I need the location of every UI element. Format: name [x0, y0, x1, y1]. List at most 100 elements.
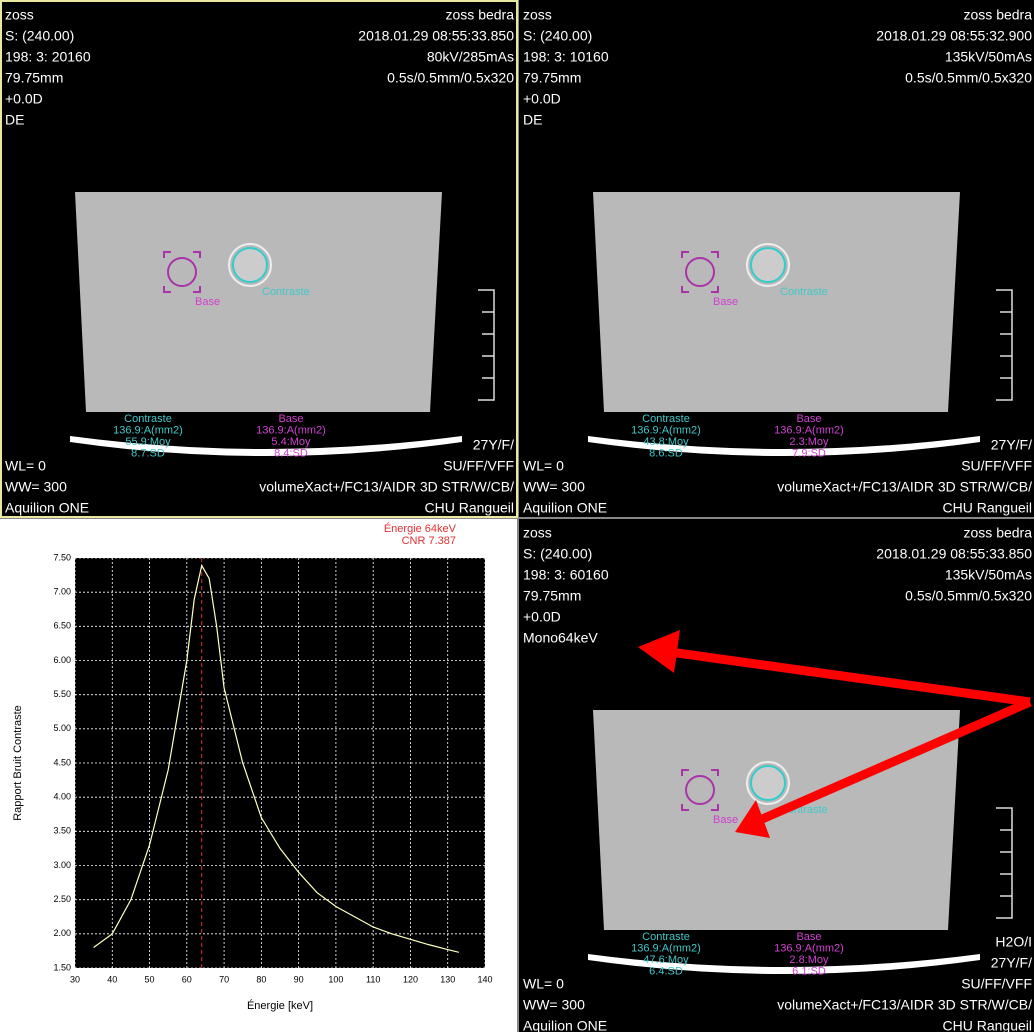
roi-label: Contraste: [780, 286, 828, 298]
roi-contraste: [751, 766, 785, 800]
info-text: volumeXact+/FC13/AIDR 3D STR/W/CB/: [777, 479, 1032, 495]
info-text: Mono64keV: [523, 630, 598, 646]
y-axis-label: Rapport Bruit Contraste: [12, 705, 24, 821]
info-text: zoss: [5, 7, 34, 23]
info-text: zoss bedra: [964, 7, 1033, 23]
info-text: 135kV/50mAs: [945, 49, 1032, 65]
y-tick-label: 2.00: [53, 928, 71, 938]
x-tick-label: 40: [107, 974, 117, 984]
info-text: 79.75mm: [5, 70, 63, 86]
info-text: S: (240.00): [523, 546, 592, 562]
info-text: 27Y/F/: [991, 955, 1032, 971]
annotation: Énergie 64keV: [384, 522, 457, 535]
info-text: SU/FF/VFF: [961, 976, 1032, 992]
roi-stat: Contraste: [642, 413, 690, 425]
info-text: Aquilion ONE: [523, 500, 607, 516]
info-text: 198: 3: 10160: [523, 49, 609, 65]
info-text: +0.0D: [523, 91, 561, 107]
y-tick-label: 5.50: [53, 689, 71, 699]
roi-stat: 5.4:Moy: [271, 436, 311, 448]
y-tick-label: 5.00: [53, 723, 71, 733]
x-tick-label: 50: [145, 974, 155, 984]
annotation: CNR 7.387: [402, 535, 456, 547]
roi-stat: 55.9:Moy: [125, 436, 171, 448]
y-tick-label: 4.50: [53, 757, 71, 767]
phantom: [593, 710, 960, 930]
info-text: 0.5s/0.5mm/0.5x320: [387, 70, 514, 86]
info-text: +0.0D: [523, 609, 561, 625]
info-text: CHU Rangueil: [943, 500, 1032, 516]
info-text: volumeXact+/FC13/AIDR 3D STR/W/CB/: [259, 479, 514, 495]
info-text: volumeXact+/FC13/AIDR 3D STR/W/CB/: [777, 997, 1032, 1013]
info-text: 0.5s/0.5mm/0.5x320: [905, 70, 1032, 86]
info-text: Aquilion ONE: [5, 500, 89, 516]
roi-stat: 6.1:SD: [792, 965, 826, 977]
x-tick-label: 30: [70, 974, 80, 984]
info-text: zoss: [523, 525, 552, 541]
roi-stat: 47.6:Moy: [643, 954, 689, 966]
roi-stat: Base: [796, 931, 821, 943]
info-text: zoss bedra: [964, 525, 1033, 541]
x-tick-label: 80: [256, 974, 266, 984]
roi-stat: 8.7:SD: [131, 447, 165, 459]
info-text: SU/FF/VFF: [961, 458, 1032, 474]
info-text: Aquilion ONE: [523, 1018, 607, 1032]
roi-stat: 136.9:A(mm2): [774, 942, 844, 954]
roi-stat: Base: [796, 413, 821, 425]
x-tick-label: 90: [294, 974, 304, 984]
info-text: 135kV/50mAs: [945, 567, 1032, 583]
x-tick-label: 130: [440, 974, 455, 984]
x-tick-label: 60: [182, 974, 192, 984]
roi-stat: 6.4:SD: [649, 965, 683, 977]
roi-stat: 2.8:Moy: [789, 954, 829, 966]
y-tick-label: 3.00: [53, 860, 71, 870]
roi-stat: 136.9:A(mm2): [631, 424, 701, 436]
roi-contraste: [233, 248, 267, 282]
y-tick-label: 6.50: [53, 621, 71, 631]
info-text: WW= 300: [523, 997, 585, 1013]
roi-stat: 8.6:SD: [649, 447, 683, 459]
y-tick-label: 6.00: [53, 655, 71, 665]
phantom: [593, 192, 960, 412]
roi-stat: 43.8:Moy: [643, 436, 689, 448]
info-text: 79.75mm: [523, 588, 581, 604]
roi-contraste: [751, 248, 785, 282]
info-text: WL= 0: [523, 976, 564, 992]
roi-stat: 8.4:SD: [274, 447, 308, 459]
y-tick-label: 2.50: [53, 894, 71, 904]
roi-stat: 7.9:SD: [792, 447, 826, 459]
roi-stat: Base: [278, 413, 303, 425]
info-text: WW= 300: [523, 479, 585, 495]
roi-label: Base: [713, 814, 738, 826]
roi-stat: 136.9:A(mm2): [256, 424, 326, 436]
info-text: CHU Rangueil: [425, 500, 514, 516]
phantom: [75, 192, 442, 412]
info-text: 2018.01.29 08:55:33.850: [358, 28, 514, 44]
info-text: WL= 0: [5, 458, 46, 474]
x-tick-label: 110: [366, 974, 380, 984]
y-tick-label: 3.50: [53, 826, 71, 836]
info-text: 198: 3: 20160: [5, 49, 91, 65]
x-tick-label: 100: [328, 974, 343, 984]
roi-stat: 136.9:A(mm2): [631, 942, 701, 954]
y-tick-label: 1.50: [53, 962, 71, 972]
roi-stat: 2.3:Moy: [789, 436, 829, 448]
info-text: +0.0D: [5, 91, 43, 107]
info-text: S: (240.00): [5, 28, 74, 44]
info-text: 79.75mm: [523, 70, 581, 86]
screen: Base Contraste zoss S: (240.00) 198: 3: 2016…: [0, 0, 1034, 1032]
roi-stat: 136.9:A(mm2): [774, 424, 844, 436]
info-text: H2O/I: [995, 934, 1032, 950]
x-axis-label: Énergie [keV]: [247, 999, 313, 1012]
roi-stat: Contraste: [124, 413, 172, 425]
x-tick-label: 120: [403, 974, 418, 984]
y-tick-label: 7.00: [53, 587, 71, 597]
roi-stat: 136.9:A(mm2): [113, 424, 183, 436]
roi-label: Contraste: [262, 286, 310, 298]
roi-label: Base: [713, 296, 738, 308]
roi-label: Base: [195, 296, 220, 308]
info-text: WL= 0: [523, 458, 564, 474]
info-text: 80kV/285mAs: [427, 49, 514, 65]
info-text: 2018.01.29 08:55:32.900: [876, 28, 1032, 44]
info-text: 2018.01.29 08:55:33.850: [876, 546, 1032, 562]
